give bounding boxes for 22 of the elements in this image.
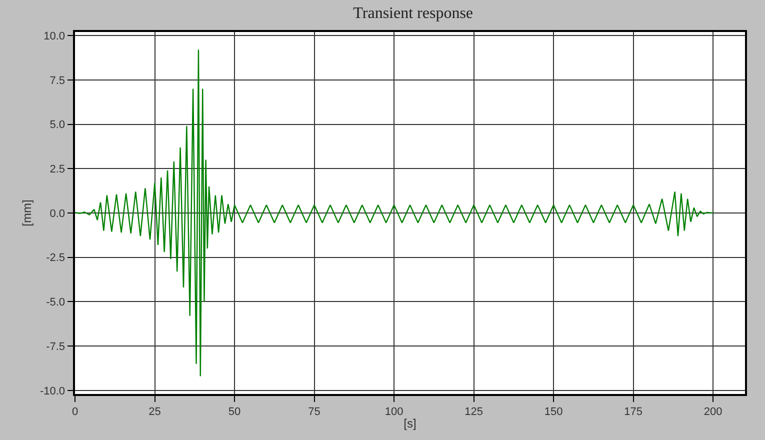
- y-tick-label: -10.0: [40, 385, 66, 398]
- y-tick-label: 7.5: [50, 74, 66, 87]
- x-tick-label: 175: [624, 406, 643, 418]
- x-tick-label: 200: [704, 406, 722, 418]
- x-axis-title: [s]: [404, 416, 416, 430]
- x-tick-label: 0: [72, 406, 78, 418]
- x-tick-label: 50: [228, 406, 241, 418]
- x-tick-label: 75: [308, 406, 320, 418]
- x-tick-label: 125: [464, 406, 483, 418]
- x-tick-label: 100: [384, 406, 404, 418]
- y-tick-label: -7.5: [46, 340, 66, 353]
- y-tick-label: -5.0: [46, 296, 66, 309]
- x-tick-label: 150: [544, 406, 563, 418]
- line-series: [75, 49, 714, 377]
- y-tick-label: 10.0: [44, 30, 66, 42]
- y-tick-label: -2.5: [46, 252, 66, 264]
- chart-title: Transient response: [353, 4, 474, 22]
- y-axis-title: [mm]: [20, 200, 34, 226]
- y-tick-label: 2.5: [50, 163, 66, 176]
- y-tick-label: 5.0: [50, 119, 66, 132]
- x-tick-label: 25: [148, 406, 161, 418]
- y-tick-label: 0.0: [50, 208, 66, 220]
